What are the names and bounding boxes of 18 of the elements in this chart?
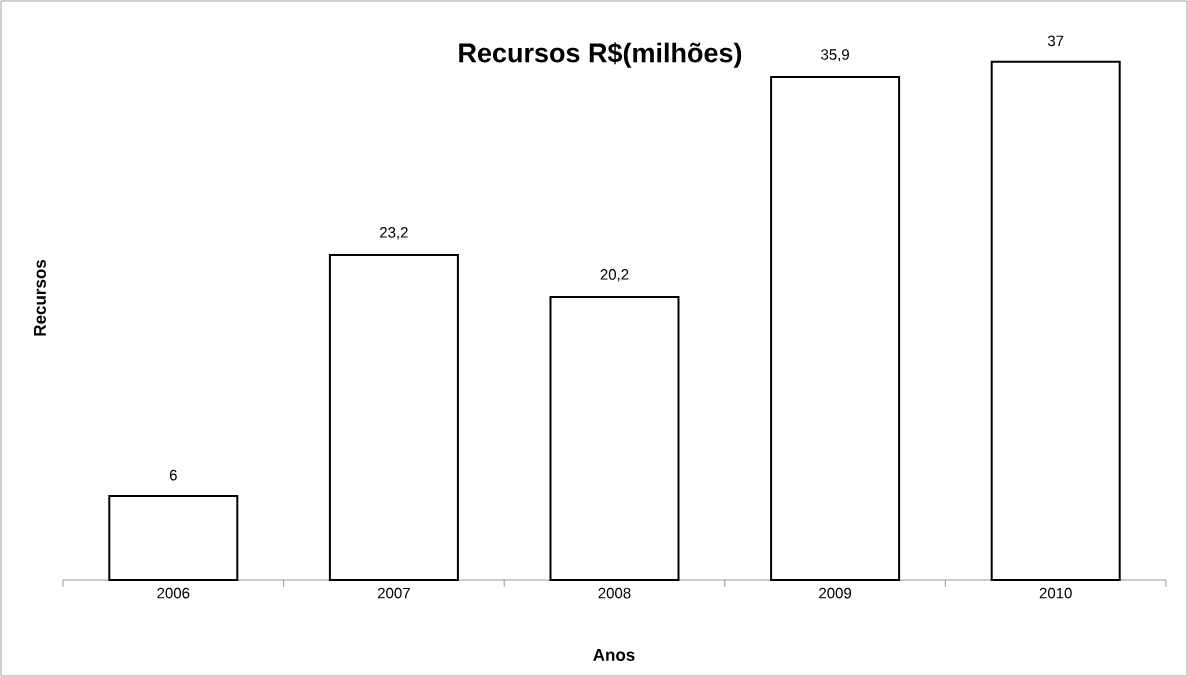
x-axis-title: Anos xyxy=(593,649,635,661)
x-tick-label: 2008 xyxy=(598,587,631,599)
data-label: 37 xyxy=(1047,35,1064,47)
data-label: 20,2 xyxy=(600,269,629,282)
data-label: 6 xyxy=(169,469,177,481)
x-tick-label: 2006 xyxy=(157,587,190,599)
y-axis-title: Recursos xyxy=(34,259,46,336)
x-tick-label: 2007 xyxy=(377,587,410,599)
bar xyxy=(328,254,459,581)
x-tick-label: 2010 xyxy=(1039,587,1072,599)
bar xyxy=(770,76,901,581)
x-tick-label: 2009 xyxy=(819,587,852,599)
chart-title: Recursos R$(milhões) xyxy=(459,42,742,68)
bar xyxy=(990,60,1121,581)
data-label: 35,9 xyxy=(821,49,849,62)
data-label: 23,2 xyxy=(380,227,408,240)
bar xyxy=(549,296,680,581)
bar xyxy=(108,494,239,581)
